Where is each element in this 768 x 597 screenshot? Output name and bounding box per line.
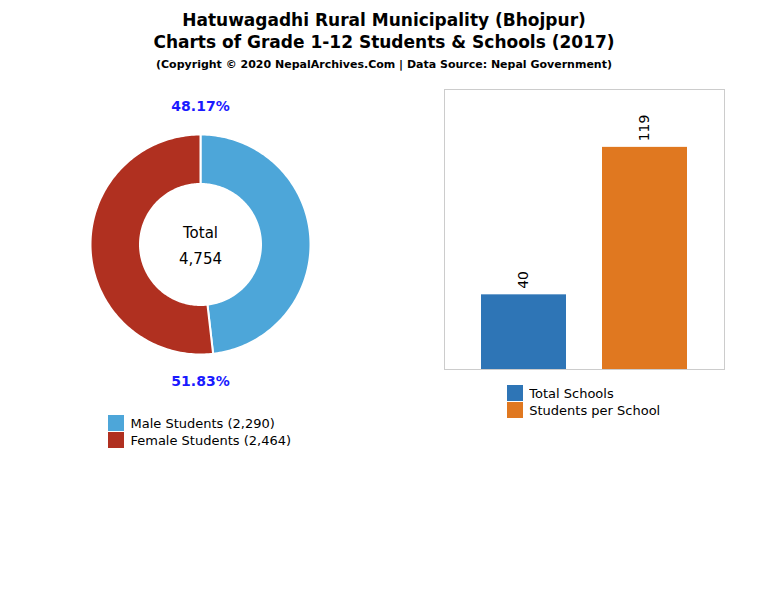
html-text:Students per School: Students per School	[529, 402, 661, 418]
html-text:(Copyright © 2020 NepalArchive: (Copyright © 2020 NepalArchives.Com | Da…	[156, 58, 612, 71]
svg-text:48.17%: 48.17%	[171, 98, 229, 114]
html-text:Charts of Grade 1-12 Students: Charts of Grade 1-12 Students & Schools …	[153, 32, 615, 52]
html-text:Female Students (2,464): Female Students (2,464)	[130, 432, 291, 448]
svg-text:40: 40	[515, 271, 531, 289]
svg-text:4,754: 4,754	[179, 250, 222, 268]
html-text:Hatuwagadhi Rural Municipality: Hatuwagadhi Rural Municipality (Bhojpur)	[182, 10, 586, 30]
svg-text:51.83%: 51.83%	[171, 373, 229, 389]
svg-text:119: 119	[636, 115, 652, 142]
html-text:Male Students (2,290): Male Students (2,290)	[130, 415, 275, 431]
svg-text:Total: Total	[181, 224, 217, 242]
html-text:Total Schools: Total Schools	[529, 385, 614, 401]
